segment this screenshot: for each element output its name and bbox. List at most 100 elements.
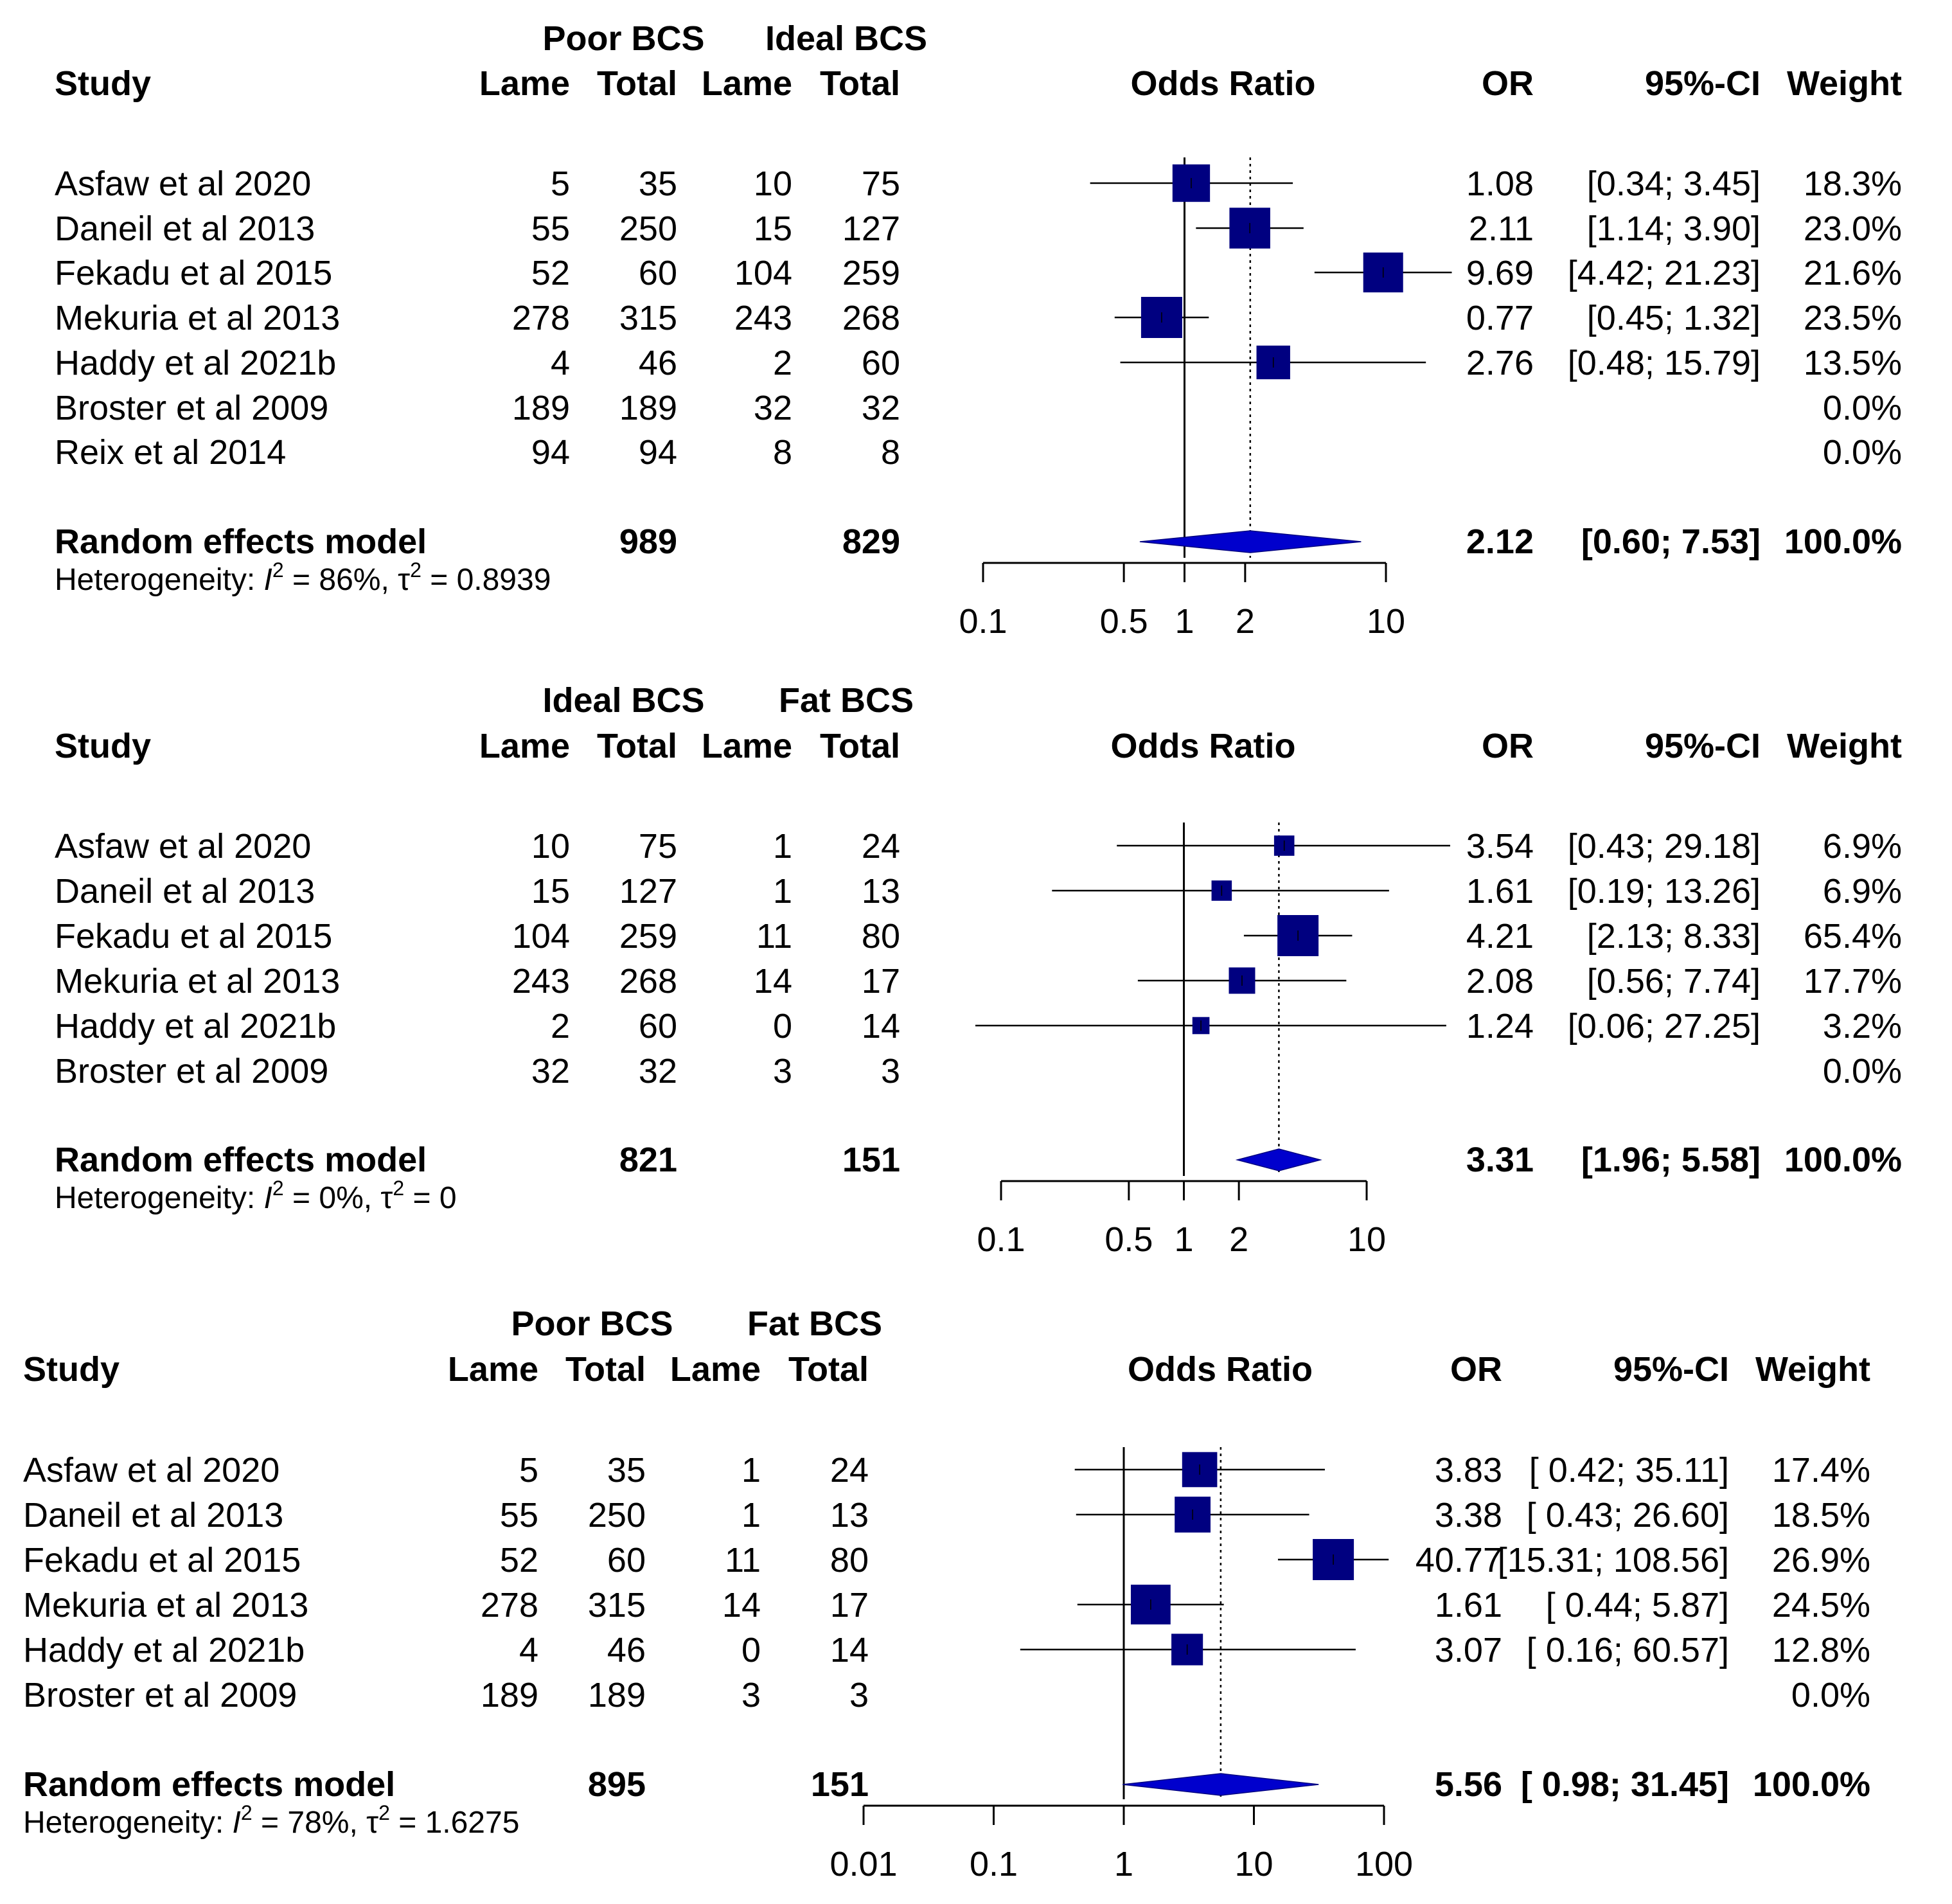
group2-lame-count: 1 [773,872,792,911]
group2-lame-count: 15 [754,209,792,248]
group2-header: Ideal BCS [765,19,927,58]
group2-total-count: 14 [862,1007,900,1045]
study-ci-value: [1.14; 3.90] [1587,209,1761,248]
summary-total-2: 151 [811,1765,869,1804]
study-name: Broster et al 2009 [55,1052,328,1090]
group2-lame-count: 3 [741,1676,761,1714]
summary-weight: 100.0% [1784,522,1902,561]
total-header-2: Total [820,64,900,103]
heterogeneity-statistic: Heterogeneity: I2 = 0%, τ2 = 0 [55,1177,457,1215]
group1-total-count: 127 [619,872,677,911]
group1-total-count: 46 [607,1631,646,1669]
group2-total-count: 13 [862,872,900,911]
summary-total-2: 151 [842,1141,900,1179]
x-axis-tick-label: 100 [1355,1845,1413,1883]
group2-header: Fat BCS [779,681,914,720]
study-ci-value: [0.43; 29.18] [1568,827,1761,866]
summary-label: Random effects model [23,1765,395,1804]
total-header-1: Total [597,727,677,765]
study-name: Mekuria et al 2013 [55,962,340,1001]
group1-header: Ideal BCS [542,681,704,720]
study-or-value: 1.24 [1466,1007,1534,1045]
group1-total-count: 250 [588,1496,646,1535]
group2-total-count: 75 [862,165,900,203]
study-name: Fekadu et al 2015 [55,917,332,956]
group1-lame-count: 4 [519,1631,538,1669]
x-axis-tick-label: 2 [1229,1220,1248,1259]
x-axis-tick-label: 10 [1234,1845,1273,1883]
study-weight: 3.2% [1823,1007,1902,1045]
summary-weight: 100.0% [1784,1141,1902,1179]
study-column-header: Study [55,727,151,765]
group1-lame-count: 32 [531,1052,570,1090]
group2-total-count: 8 [881,433,900,472]
ci-header: 95%-CI [1613,1350,1729,1389]
study-weight: 21.6% [1804,254,1902,292]
summary-or-value: 3.31 [1466,1141,1534,1179]
study-name: Asfaw et al 2020 [55,165,311,203]
study-name: Mekuria et al 2013 [55,299,340,337]
x-axis-tick-label: 1 [1174,1220,1193,1259]
group1-total-count: 315 [619,299,677,337]
study-or-value: 2.08 [1466,962,1534,1001]
summary-diamond [1122,1773,1319,1796]
study-or-value: 3.83 [1435,1451,1502,1490]
weight-header: Weight [1755,1350,1870,1389]
summary-total-1: 989 [619,522,677,561]
study-weight: 24.5% [1772,1586,1870,1624]
study-weight: 18.5% [1772,1496,1870,1535]
total-header-2: Total [788,1350,869,1389]
study-name: Asfaw et al 2020 [55,827,311,866]
group2-lame-count: 10 [754,165,792,203]
study-weight: 26.9% [1772,1541,1870,1579]
group1-header: Poor BCS [511,1304,673,1343]
heterogeneity-statistic: Heterogeneity: I2 = 86%, τ2 = 0.8939 [55,558,551,597]
study-ci-value: [ 0.43; 26.60] [1527,1496,1729,1535]
group2-lame-count: 1 [741,1496,761,1535]
summary-total-2: 829 [842,522,900,561]
study-or-value: 1.08 [1466,165,1534,203]
study-name: Haddy et al 2021b [55,344,336,382]
group2-lame-count: 104 [734,254,792,292]
group2-total-count: 80 [862,917,900,956]
study-or-value: 0.77 [1466,299,1534,337]
odds-ratio-header: Odds Ratio [1128,1350,1313,1389]
or-header: OR [1482,727,1534,765]
study-weight: 6.9% [1823,872,1902,911]
group1-lame-count: 52 [531,254,570,292]
group2-total-count: 259 [842,254,900,292]
study-weight: 0.0% [1823,1052,1902,1090]
group2-lame-count: 11 [725,1541,761,1579]
study-name: Fekadu et al 2015 [23,1541,301,1579]
group2-lame-count: 11 [756,917,792,956]
group1-lame-count: 15 [531,872,570,911]
group2-total-count: 127 [842,209,900,248]
study-or-value: 2.11 [1469,209,1534,248]
study-ci-value: [15.31; 108.56] [1498,1541,1729,1579]
heterogeneity-statistic: Heterogeneity: I2 = 78%, τ2 = 1.6275 [23,1801,519,1840]
group1-lame-count: 55 [500,1496,538,1535]
study-weight: 17.7% [1804,962,1902,1001]
study-column-header: Study [55,64,151,103]
group1-total-count: 60 [639,254,677,292]
total-header-2: Total [820,727,900,765]
group1-total-count: 189 [588,1676,646,1714]
group2-total-count: 17 [830,1586,869,1624]
group2-lame-count: 14 [754,962,792,1001]
group2-total-count: 24 [830,1451,869,1490]
group1-lame-count: 5 [519,1451,538,1490]
study-or-value: 9.69 [1466,254,1534,292]
group2-lame-count: 32 [754,389,792,427]
lame-header-2: Lame [702,727,792,765]
lame-header-1: Lame [448,1350,538,1389]
group2-lame-count: 14 [722,1586,761,1624]
group2-total-count: 80 [830,1541,869,1579]
summary-or-value: 2.12 [1466,522,1534,561]
study-or-value: 3.07 [1435,1631,1502,1669]
total-header-1: Total [565,1350,646,1389]
odds-ratio-header: Odds Ratio [1130,64,1315,103]
study-name: Daneil et al 2013 [55,872,315,911]
group2-total-count: 268 [842,299,900,337]
ci-header: 95%-CI [1645,64,1761,103]
summary-ci-value: [1.96; 5.58] [1581,1141,1761,1179]
